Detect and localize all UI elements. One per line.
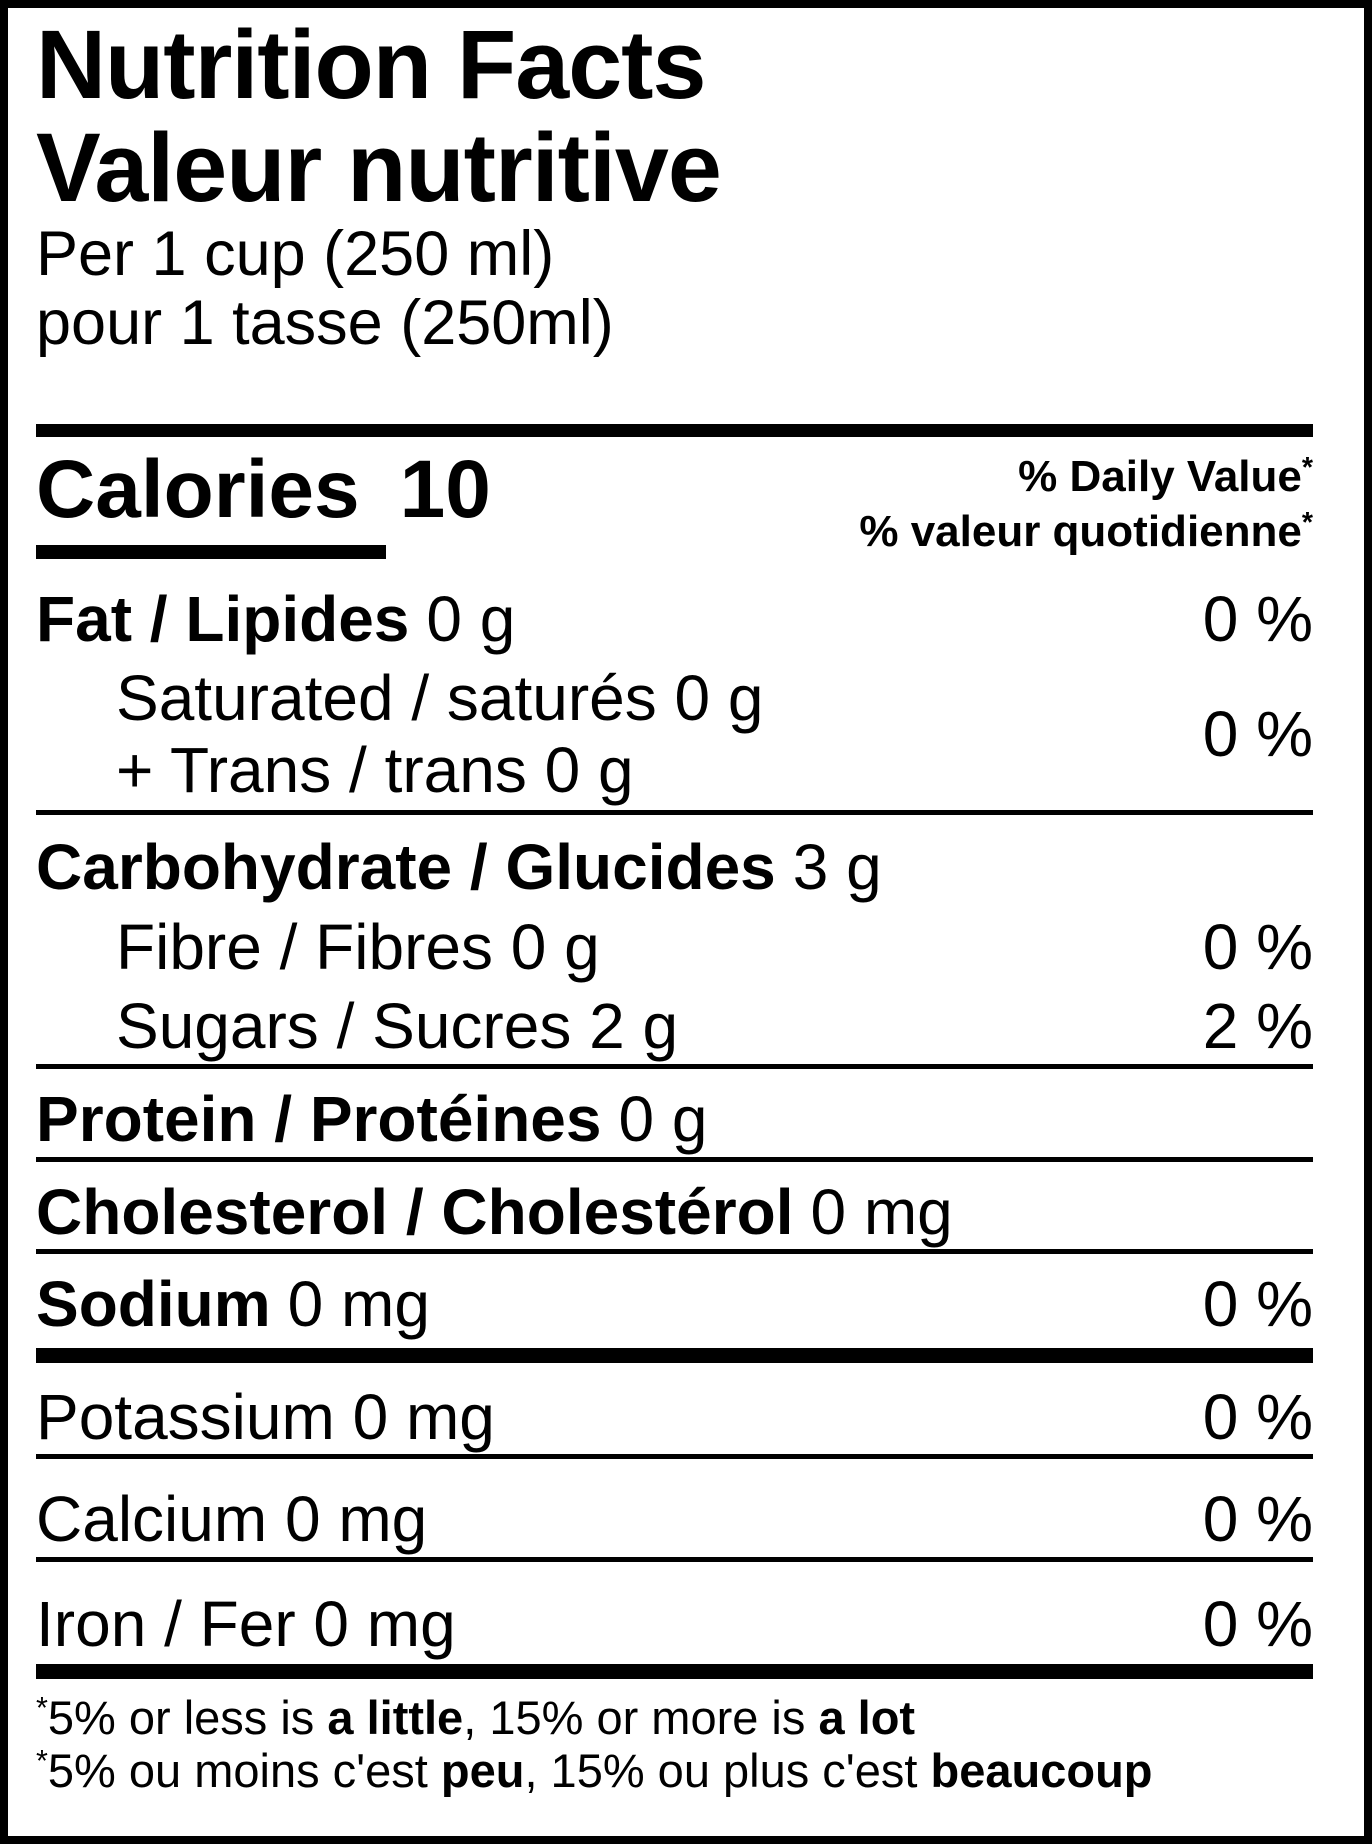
footnote-fr-text-1: 5% ou moins c'est — [47, 1743, 441, 1797]
fat-label: Fat / Lipides 0 g — [36, 583, 515, 657]
row-protein: Protein / Protéines 0 g — [36, 1083, 1313, 1157]
cholesterol-label: Cholesterol / Cholestérol 0 mg — [36, 1176, 953, 1250]
carbohydrate-name: Carbohydrate / Glucides — [36, 831, 776, 904]
row-sugars: Sugars / Sucres 2 g 2 % — [36, 990, 1313, 1064]
carbohydrate-label: Carbohydrate / Glucides 3 g — [36, 831, 882, 905]
title-english: Nutrition Facts — [36, 10, 706, 119]
row-iron: Iron / Fer 0 mg 0 % — [36, 1588, 1313, 1662]
calories-row: Calories 10 — [36, 447, 491, 533]
row-cholesterol: Cholesterol / Cholestérol 0 mg — [36, 1176, 1313, 1250]
fibre-daily-value: 0 % — [1202, 910, 1313, 983]
separator-above-calcium — [36, 1454, 1313, 1460]
separator-bar-above-footnotes — [36, 1663, 1313, 1679]
daily-value-text-en: % Daily Value — [1018, 452, 1302, 502]
sodium-label: Sodium 0 mg — [36, 1268, 430, 1342]
row-sodium: Sodium 0 mg 0 % — [36, 1268, 1313, 1342]
footnote-french: *5% ou moins c'est peu, 15% ou plus c'es… — [36, 1744, 1313, 1797]
serving-size-english: Per 1 cup (250 ml) — [36, 218, 555, 289]
footnote-english: *5% or less is a little, 15% or more is … — [36, 1691, 1313, 1744]
calories-block: Calories 10 — [36, 447, 491, 560]
separator-above-sodium — [36, 1249, 1313, 1255]
daily-value-header-french: % valeur quotidienne* — [859, 504, 1313, 559]
calcium-daily-value: 0 % — [1202, 1483, 1313, 1556]
potassium-label: Potassium 0 mg — [36, 1380, 495, 1453]
daily-value-asterisk-fr: * — [1301, 506, 1313, 539]
daily-value-header: % Daily Value* % valeur quotidienne* — [859, 447, 1313, 559]
protein-name: Protein / Protéines — [36, 1083, 602, 1156]
separator-above-iron — [36, 1557, 1313, 1562]
row-carbohydrate: Carbohydrate / Glucides 3 g — [36, 831, 1313, 905]
footnote-en-text-1: 5% or less is — [47, 1690, 328, 1744]
row-saturated-trans: Saturated / saturés 0 g + Trans / trans … — [36, 661, 1313, 806]
footnote-en-bold-a-little: a little — [327, 1690, 464, 1744]
footnote-fr-text-2: , 15% ou plus c'est — [524, 1743, 931, 1797]
saturated-line: Saturated / saturés 0 g — [116, 661, 764, 734]
row-fat: Fat / Lipides 0 g 0 % — [36, 583, 1313, 657]
footnote-en-bold-a-lot: a lot — [818, 1690, 916, 1744]
separator-above-carbohydrate — [36, 810, 1313, 816]
fibre-label: Fibre / Fibres 0 g — [116, 910, 600, 983]
row-fibre: Fibre / Fibres 0 g 0 % — [36, 911, 1313, 985]
footnote-asterisk-fr: * — [36, 1744, 48, 1779]
trans-line: + Trans / trans 0 g — [116, 733, 634, 806]
cholesterol-amount: 0 mg — [810, 1175, 953, 1248]
potassium-daily-value: 0 % — [1202, 1380, 1313, 1453]
cholesterol-name: Cholesterol / Cholestérol — [36, 1175, 794, 1248]
sodium-name: Sodium — [36, 1268, 271, 1341]
calories-value: 10 — [399, 444, 491, 536]
protein-label: Protein / Protéines 0 g — [36, 1083, 707, 1157]
row-calcium: Calcium 0 mg 0 % — [36, 1483, 1313, 1557]
sodium-amount: 0 mg — [287, 1268, 430, 1341]
sugars-label: Sugars / Sucres 2 g — [116, 990, 679, 1063]
calories-label: Calories — [36, 444, 360, 536]
calories-section: Calories 10 % Daily Value* % valeur quoti… — [36, 447, 1313, 560]
daily-value-text-fr: % valeur quotidienne — [859, 507, 1302, 557]
daily-value-asterisk-en: * — [1301, 451, 1313, 484]
separator-above-protein — [36, 1064, 1313, 1070]
footnote-fr-bold-peu: peu — [440, 1743, 525, 1797]
title-french: Valeur nutritive — [36, 112, 722, 222]
serving-size-french: pour 1 tasse (250ml) — [36, 287, 614, 358]
protein-amount: 0 g — [618, 1083, 708, 1156]
calcium-label: Calcium 0 mg — [36, 1483, 428, 1556]
daily-value-header-english: % Daily Value* — [859, 449, 1313, 504]
fat-name: Fat / Lipides — [36, 583, 410, 656]
sugars-daily-value: 2 % — [1202, 990, 1313, 1063]
saturated-trans-daily-value: 0 % — [1202, 697, 1313, 770]
footnote-asterisk-en: * — [36, 1691, 48, 1726]
footnote-fr-bold-beaucoup: beaucoup — [930, 1743, 1153, 1797]
footnote-en-text-2: , 15% or more is — [463, 1690, 819, 1744]
header-separator-bar — [36, 424, 1313, 438]
separator-above-cholesterol — [36, 1156, 1313, 1162]
sodium-daily-value: 0 % — [1202, 1268, 1313, 1341]
label-content: Nutrition Facts Valeur nutritive Per 1 c… — [8, 8, 1364, 1797]
saturated-trans-label: Saturated / saturés 0 g + Trans / trans … — [36, 661, 764, 806]
iron-label: Iron / Fer 0 mg — [36, 1588, 456, 1660]
row-potassium: Potassium 0 mg 0 % — [36, 1381, 1313, 1455]
carbohydrate-amount: 3 g — [792, 831, 882, 904]
fat-daily-value: 0 % — [1202, 583, 1313, 656]
separator-bar-below-sodium — [36, 1347, 1313, 1363]
calories-underline-bar — [36, 545, 386, 560]
fat-amount: 0 g — [426, 583, 516, 656]
iron-daily-value: 0 % — [1202, 1588, 1313, 1660]
